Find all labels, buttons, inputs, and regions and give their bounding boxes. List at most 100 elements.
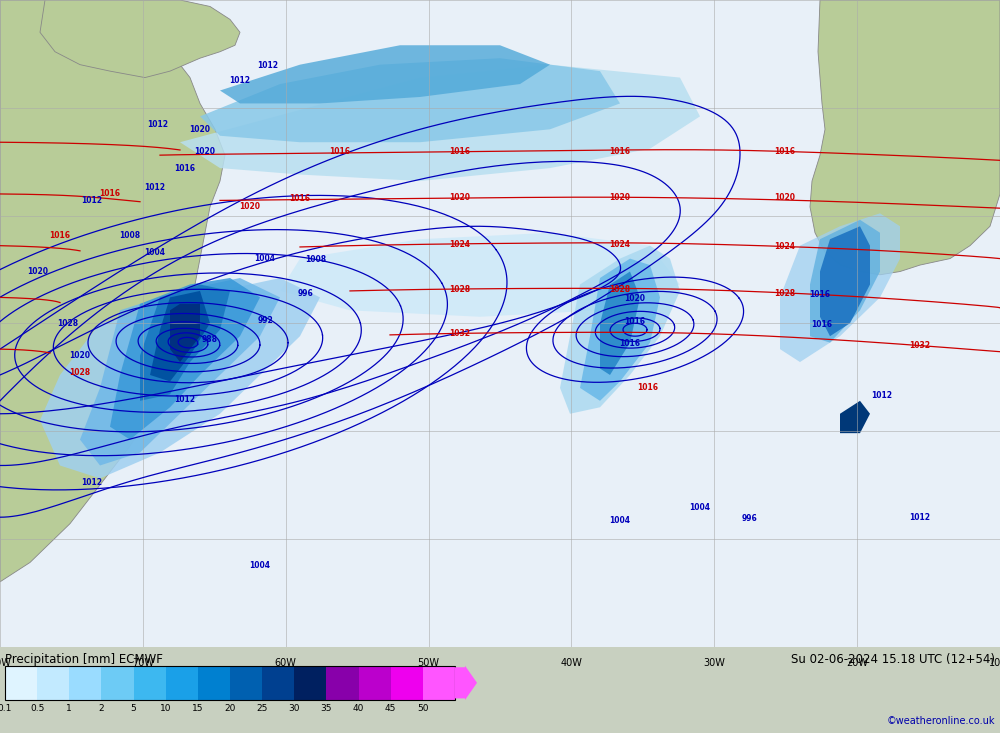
Polygon shape [780,213,900,362]
Polygon shape [820,226,870,336]
Text: 1024: 1024 [774,243,796,251]
Text: 1024: 1024 [610,240,631,249]
Text: 5: 5 [131,704,136,712]
Text: 1012: 1012 [910,512,930,522]
Text: 1012: 1012 [258,62,278,70]
Text: 1004: 1004 [250,561,270,570]
Text: 2: 2 [99,704,104,712]
Text: 0.5: 0.5 [30,704,44,712]
Text: 1004: 1004 [610,516,631,525]
Text: 1016: 1016 [290,194,310,203]
Text: 80W: 80W [0,658,11,668]
Text: 1012: 1012 [175,395,196,404]
Text: 20W: 20W [846,658,868,668]
Text: 1016: 1016 [812,320,832,329]
Text: 40W: 40W [560,658,582,668]
Text: 1032: 1032 [910,341,930,350]
Bar [134,666,166,700]
Text: 1020: 1020 [28,267,48,276]
Text: 992: 992 [257,315,273,325]
Text: 35: 35 [321,704,332,712]
Polygon shape [810,0,1000,275]
Polygon shape [150,291,210,381]
Text: 1012: 1012 [82,196,103,205]
Text: 1020: 1020 [624,294,646,303]
Polygon shape [180,65,700,181]
Text: 996: 996 [297,289,313,298]
Text: 1016: 1016 [330,147,351,156]
Text: 1020: 1020 [240,202,260,211]
Text: 1032: 1032 [450,329,471,338]
Bar [230,666,262,700]
Text: 40: 40 [353,704,364,712]
Bar [391,666,423,700]
Text: 996: 996 [742,514,758,523]
Text: 0.1: 0.1 [0,704,12,712]
Bar [359,666,391,700]
Bar [166,666,198,700]
Text: 988: 988 [202,335,218,344]
Text: 1012: 1012 [148,119,168,128]
Text: 1020: 1020 [70,351,90,360]
Text: 1004: 1004 [690,503,710,512]
Text: Su 02-06-2024 15.18 UTC (12+54): Su 02-06-2024 15.18 UTC (12+54) [791,653,995,666]
Polygon shape [580,259,660,401]
Text: 1012: 1012 [82,478,103,487]
Text: 1028: 1028 [57,319,79,328]
Text: 10W: 10W [989,658,1000,668]
Text: 10: 10 [160,704,171,712]
Bar [294,666,326,700]
Polygon shape [40,0,240,78]
Text: 60W: 60W [275,658,297,668]
Polygon shape [80,278,280,465]
Text: 1016: 1016 [100,189,120,199]
Text: 25: 25 [256,704,268,712]
Text: 1020: 1020 [450,194,471,202]
Text: 1012: 1012 [872,391,893,400]
Text: ©weatheronline.co.uk: ©weatheronline.co.uk [887,716,995,726]
Text: 1008: 1008 [119,232,141,240]
Polygon shape [170,304,200,362]
Text: 1020: 1020 [190,125,210,134]
Text: 1020: 1020 [194,147,216,156]
Text: 1024: 1024 [450,240,471,249]
Polygon shape [40,278,320,479]
Text: 1012: 1012 [230,76,250,85]
Bar [326,666,359,700]
Text: 15: 15 [192,704,204,712]
Text: 30W: 30W [703,658,725,668]
Text: 1004: 1004 [254,254,276,263]
Bar [5,666,455,700]
Polygon shape [840,401,870,433]
Text: 1016: 1016 [175,163,196,172]
FancyArrow shape [455,666,477,700]
Polygon shape [110,278,260,440]
Text: 1016: 1016 [638,383,658,392]
Polygon shape [560,246,680,413]
Bar [262,666,294,700]
Text: 1016: 1016 [50,232,70,240]
Text: 1020: 1020 [774,194,796,202]
Text: 50W: 50W [418,658,440,668]
Text: 1028: 1028 [449,285,471,294]
Text: Precipitation [mm] ECMWF: Precipitation [mm] ECMWF [5,653,163,666]
Text: 30: 30 [289,704,300,712]
Polygon shape [0,0,225,582]
Polygon shape [810,220,880,342]
Polygon shape [280,233,680,317]
Text: 1: 1 [66,704,72,712]
Text: 1012: 1012 [144,183,166,192]
Text: 1016: 1016 [620,339,640,348]
Text: 70W: 70W [132,658,154,668]
Text: 50: 50 [417,704,429,712]
Bar [423,666,455,700]
Polygon shape [200,58,620,142]
Text: 1016: 1016 [450,147,471,156]
Text: 1028: 1028 [609,285,631,294]
Polygon shape [220,45,550,103]
Text: 1016: 1016 [810,290,830,298]
Bar [5,666,37,700]
Bar [37,666,69,700]
Polygon shape [140,284,230,401]
Text: 1004: 1004 [144,248,166,257]
